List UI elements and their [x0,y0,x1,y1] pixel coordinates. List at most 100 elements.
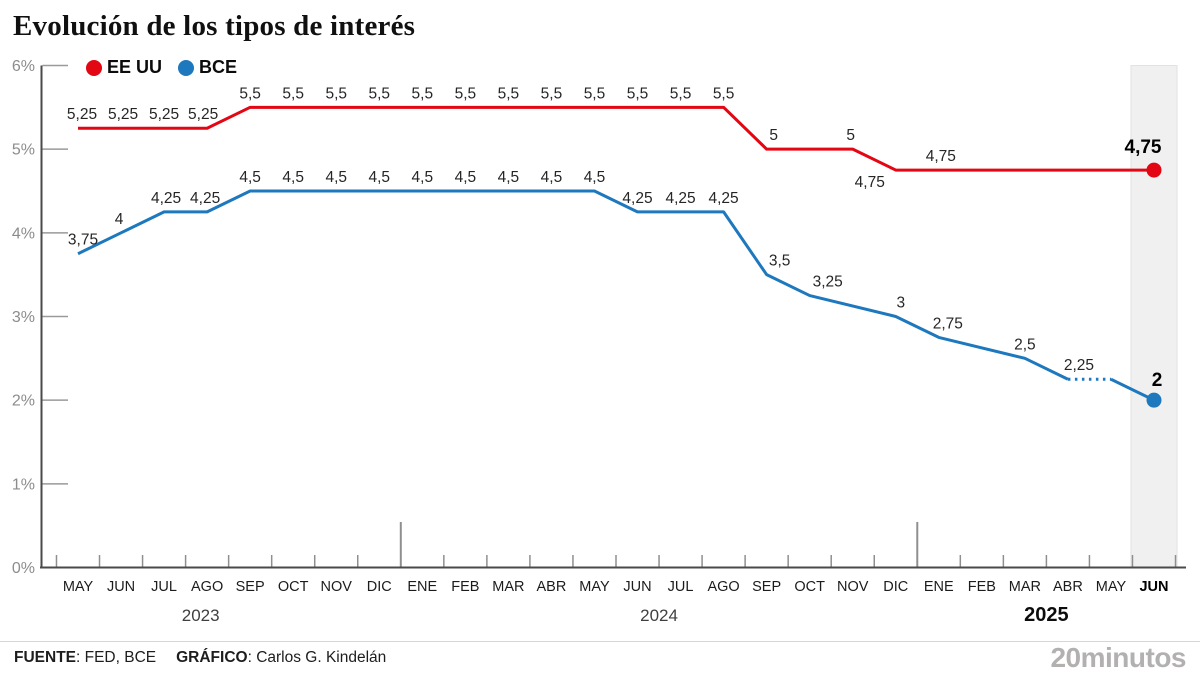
data-point-label: 5,5 [455,85,477,102]
series-line-bce [77,189,1069,381]
x-month-label: MAY [579,579,610,595]
data-point-label: 4,25 [622,190,652,207]
legend-label-eeuu: EE UU [107,57,163,77]
y-tick-label: 5% [12,142,35,159]
y-tick-label: 1% [12,476,35,493]
data-point-label: 3,75 [68,232,98,249]
data-point-label: 5,5 [498,85,520,102]
data-point-label: 4 [115,211,124,228]
data-point-label: 5,5 [627,85,649,102]
source-value: : FED, BCE [76,649,157,666]
x-year-label: 2024 [640,606,678,625]
data-point-label: 4,5 [325,169,347,186]
data-point-label: 4,5 [455,169,477,186]
data-point-label: 2,75 [933,315,963,332]
data-point-label: 5,5 [368,85,390,102]
data-point-label: 5,5 [670,85,692,102]
y-tick-label: 0% [12,560,35,577]
legend-item-bce: BCE [178,57,237,78]
credit-value: : Carlos G. Kindelán [247,649,387,666]
data-point-label: 5,25 [67,106,97,123]
y-tick-label: 6% [12,58,35,75]
eeuu-series-dot-icon [86,59,102,76]
legend-label-bce: BCE [199,57,238,77]
x-month-label: DIC [367,579,392,595]
data-point-label: 4,5 [239,169,261,186]
x-month-label: MAY [63,579,94,595]
x-month-label: ABR [537,579,567,595]
y-tick-label: 4% [12,225,35,242]
x-month-label: FEB [968,579,996,595]
data-point-label: 4,5 [584,169,606,186]
data-point-label: 5,5 [282,85,304,102]
data-point-label: 5,25 [108,106,138,123]
data-point-label: 5,5 [412,85,434,102]
data-point-label: 2,5 [1014,336,1036,353]
x-month-label: JUN [1139,579,1168,595]
footer-credits: FUENTE: FED, BCE GRÁFICO: Carlos G. Kinde… [14,649,386,667]
y-tick-label: 2% [12,393,35,410]
data-point-label: 4,75 [855,174,885,191]
x-month-label: ENE [407,579,437,595]
x-month-label: MAR [492,579,524,595]
data-point-label: 2,25 [1064,357,1094,374]
x-month-label: JUL [151,579,177,595]
series-end-dot-eeuu [1146,162,1162,178]
series-line-bce [1110,377,1155,402]
x-month-label: MAY [1096,579,1127,595]
data-point-label: 5,5 [325,85,347,102]
x-month-label: OCT [794,579,825,595]
series-end-dot-bce [1146,392,1162,408]
data-point-label: 5,25 [188,106,218,123]
data-point-label: 3 [896,294,905,311]
data-point-label: 5,5 [541,85,563,102]
series-line-eeuu [78,105,1154,172]
x-month-label: NOV [837,579,869,595]
x-month-label: NOV [321,579,353,595]
data-point-label: 5,5 [713,85,735,102]
x-month-label: ENE [924,579,954,595]
bce-series-dot-icon [178,59,195,76]
data-point-label: 4,5 [498,169,520,186]
x-month-label: SEP [752,579,781,595]
data-point-label: 3,25 [813,274,843,291]
data-point-label: 4,75 [1125,137,1162,158]
data-point-label: 4,25 [665,190,695,207]
data-point-label: 4,25 [709,190,739,207]
data-point-label: 5 [846,127,855,144]
data-point-label: 4,75 [926,148,956,165]
x-month-label: JUN [623,579,651,595]
x-month-label: JUL [668,579,694,595]
x-month-label: OCT [278,579,309,595]
x-month-label: AGO [707,579,739,595]
y-tick-label: 3% [12,309,35,326]
data-point-label: 4,5 [282,169,304,186]
data-point-label: 4,25 [190,190,220,207]
page-title: Evolución de los tipos de interés [13,10,416,42]
rates-line-chart: 0% 1% 2% 3% 4% 5% 6% MAY JUN JUL AGO SEP OCT NOV DIC EN… [12,58,1186,626]
data-point-label: 5,25 [149,106,179,123]
legend-item-eeuu: EE UU [86,57,162,78]
x-year-label: 2023 [182,606,220,625]
data-point-label: 3,5 [769,253,791,270]
legend: EE UU BCE [86,57,237,78]
data-point-label: 4,5 [368,169,390,186]
x-month-label: MAR [1009,579,1041,595]
x-month-label: DIC [883,579,908,595]
data-point-label: 4,25 [151,190,181,207]
x-month-label: SEP [236,579,265,595]
x-month-label: AGO [191,579,223,595]
x-month-label: FEB [451,579,479,595]
x-month-label: ABR [1053,579,1083,595]
x-year-label: 2025 [1024,604,1069,626]
data-point-label: 2 [1152,370,1163,391]
data-point-label: 5 [769,127,778,144]
source-label: FUENTE [14,649,76,666]
data-point-label: 4,5 [412,169,434,186]
credit-label: GRÁFICO [176,649,248,666]
footer-divider [0,641,1200,642]
20minutos-logo: 20minutos [1050,642,1186,673]
data-point-label: 4,5 [541,169,563,186]
x-month-label: JUN [107,579,135,595]
